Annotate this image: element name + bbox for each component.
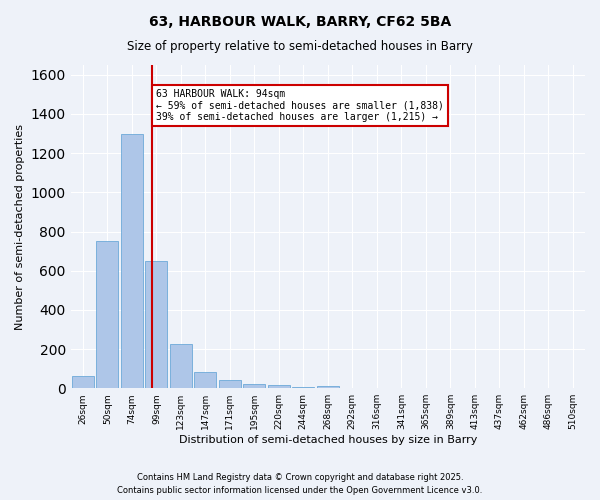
Bar xyxy=(268,386,290,388)
Bar xyxy=(121,134,143,388)
Bar xyxy=(317,386,339,388)
X-axis label: Distribution of semi-detached houses by size in Barry: Distribution of semi-detached houses by … xyxy=(179,435,477,445)
Bar xyxy=(194,372,217,388)
Y-axis label: Number of semi-detached properties: Number of semi-detached properties xyxy=(15,124,25,330)
Bar xyxy=(145,261,167,388)
Text: Contains public sector information licensed under the Open Government Licence v3: Contains public sector information licen… xyxy=(118,486,482,495)
Text: 63, HARBOUR WALK, BARRY, CF62 5BA: 63, HARBOUR WALK, BARRY, CF62 5BA xyxy=(149,15,451,29)
Text: Size of property relative to semi-detached houses in Barry: Size of property relative to semi-detach… xyxy=(127,40,473,53)
Bar xyxy=(292,387,314,388)
Bar xyxy=(219,380,241,388)
Bar xyxy=(244,384,265,388)
Text: 63 HARBOUR WALK: 94sqm
← 59% of semi-detached houses are smaller (1,838)
39% of : 63 HARBOUR WALK: 94sqm ← 59% of semi-det… xyxy=(156,88,444,122)
Bar xyxy=(72,376,94,388)
Text: Contains HM Land Registry data © Crown copyright and database right 2025.: Contains HM Land Registry data © Crown c… xyxy=(137,474,463,482)
Bar xyxy=(170,344,192,388)
Bar xyxy=(97,242,118,388)
